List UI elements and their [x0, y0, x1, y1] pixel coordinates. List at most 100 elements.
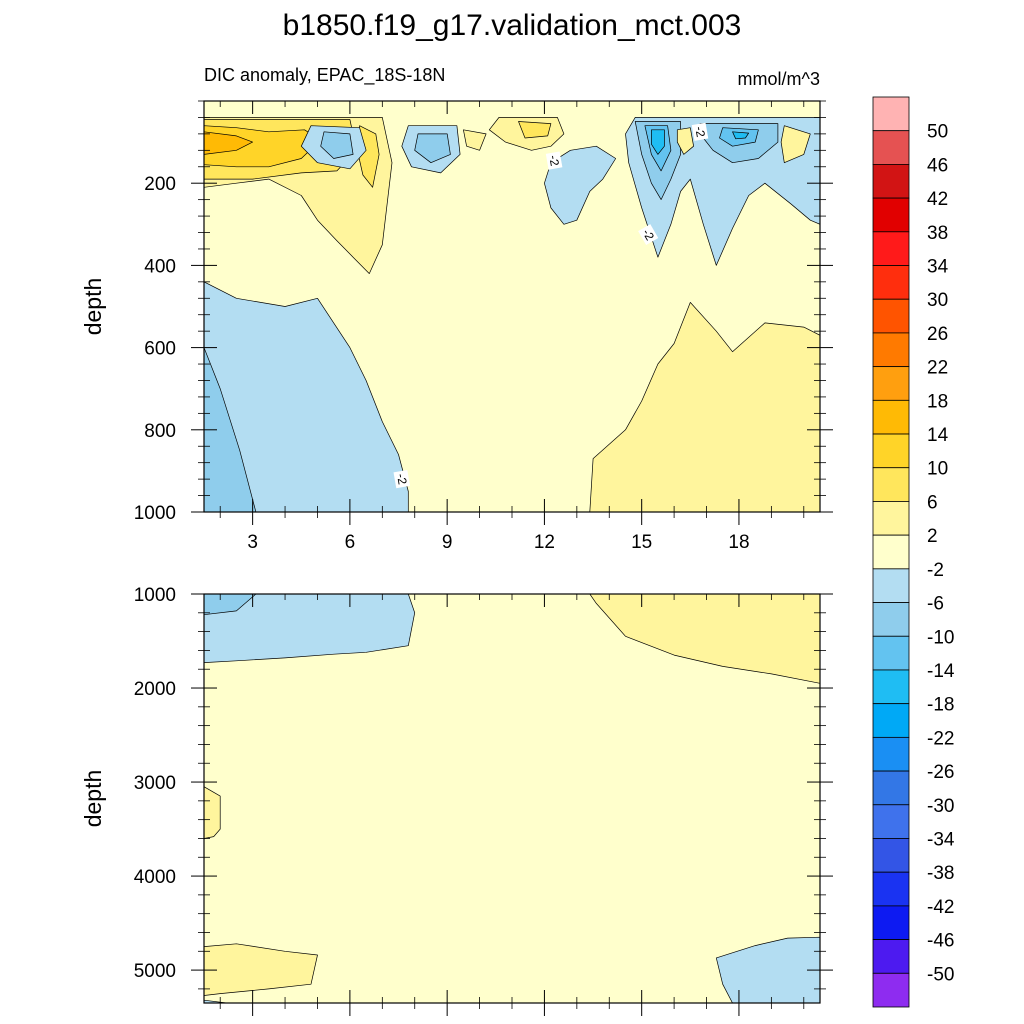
contour-region — [518, 121, 552, 139]
colorbar-label: 34 — [927, 257, 949, 278]
contour-label: -2 — [393, 470, 411, 489]
colorbar-label: 26 — [927, 324, 948, 345]
colorbar-label: -2 — [927, 560, 944, 581]
colorbar-label: -18 — [927, 695, 954, 716]
colorbar-label: 22 — [927, 358, 948, 379]
colorbar-swatch — [872, 770, 910, 806]
colorbar-label: 6 — [927, 492, 938, 513]
y-axis-label: depth — [80, 278, 106, 336]
contour-region — [651, 129, 665, 155]
contour-region — [204, 281, 409, 512]
colorbar-swatch — [872, 736, 910, 772]
x-tick-label: 12 — [534, 532, 555, 553]
x-tick-label: 18 — [728, 532, 749, 553]
x-tick-label: 3 — [247, 532, 258, 553]
figure-title: b1850.f19_g17.validation_mct.003 — [283, 9, 742, 42]
contour-label: -2 — [638, 224, 659, 246]
colorbar-label: -30 — [927, 796, 954, 817]
contour-region — [204, 594, 416, 663]
colorbar-label: -50 — [927, 964, 954, 985]
colorbar-label: -46 — [927, 931, 954, 952]
colorbar-swatch — [872, 433, 910, 469]
colorbar-swatch — [872, 871, 910, 907]
upper-panel: 200 400 600 800 1000 3 6 9 12 15 18 depth -2 -2 -2 -2 — [80, 100, 833, 553]
contour-label-text: -2 — [692, 125, 708, 138]
y-tick-label: 5000 — [134, 961, 176, 982]
colorbar-label: -34 — [927, 830, 955, 851]
colorbar-swatch — [872, 939, 910, 974]
x-tick-label: 15 — [631, 532, 652, 553]
y-tick-label: 1000 — [134, 503, 176, 524]
contour-label-text: -2 — [546, 154, 562, 167]
y-tick-label: 600 — [144, 339, 176, 360]
contour-label: -2 — [691, 122, 709, 141]
contour-label: -2 — [545, 151, 563, 170]
colorbar-swatch — [872, 231, 910, 266]
colorbar-swatch — [872, 197, 910, 233]
colorbar-label: 2 — [927, 526, 938, 547]
colorbar-swatch — [872, 703, 910, 738]
contour-region — [204, 786, 221, 839]
colorbar-label: -14 — [927, 661, 955, 682]
colorbar-swatch — [872, 265, 910, 300]
contour-region — [463, 129, 487, 151]
y-tick-label: 400 — [144, 256, 176, 277]
colorbar-swatch — [872, 838, 910, 873]
colorbar-label: -22 — [927, 728, 954, 749]
contour-region — [320, 131, 354, 159]
units-label: mmol/m^3 — [738, 69, 820, 89]
colorbar-label: 46 — [927, 155, 948, 176]
y-tick-label: 2000 — [134, 679, 176, 700]
y-tick-label: 800 — [144, 421, 176, 442]
contour-region — [589, 302, 820, 512]
contour-region — [204, 347, 257, 512]
contour-region — [715, 936, 820, 1003]
colorbar-label: 42 — [927, 189, 948, 210]
colorbar-label: -38 — [927, 863, 954, 884]
y-tick-label: 3000 — [134, 773, 176, 794]
contour-label-bg — [638, 224, 659, 246]
colorbar-swatch — [872, 534, 910, 570]
colorbar-swatch — [872, 635, 910, 671]
plot-area — [204, 594, 820, 1003]
plot-area — [204, 101, 820, 512]
x-tick-label: 9 — [442, 532, 453, 553]
colorbar-swatch — [872, 366, 910, 401]
colorbar-label: -42 — [927, 897, 954, 918]
colorbar-label: -6 — [927, 594, 944, 615]
colorbar-swatch — [872, 164, 910, 199]
contour-region — [732, 131, 750, 140]
colorbar-swatch — [872, 972, 910, 1008]
colorbar-label: -10 — [927, 627, 954, 648]
colorbar-swatch — [872, 332, 910, 368]
contour-region — [204, 943, 318, 996]
y-axis-label: depth — [80, 770, 106, 828]
y-tick-label: 4000 — [134, 867, 176, 888]
colorbar-swatch — [872, 669, 910, 705]
colorbar-swatch — [872, 501, 910, 536]
contour-region — [780, 125, 811, 164]
contour-label-bg — [691, 122, 709, 141]
colorbar-swatch — [872, 602, 910, 637]
colorbar-label: 10 — [927, 459, 948, 480]
colorbar-label: 30 — [927, 290, 948, 311]
colorbar-label: 50 — [927, 122, 948, 143]
colorbar-swatch — [872, 399, 910, 435]
contour-region — [204, 594, 257, 616]
contour-label-bg — [393, 470, 411, 489]
colorbar-label: 38 — [927, 223, 948, 244]
colorbar-swatch — [872, 804, 910, 839]
colorbar-swatch — [872, 96, 910, 132]
colorbar-label: 14 — [927, 425, 949, 446]
colorbar-swatch — [872, 467, 910, 502]
y-tick-label: 1000 — [134, 585, 176, 606]
contour-region — [204, 131, 253, 155]
contour-label-text: -2 — [394, 473, 410, 486]
contour-label-bg — [545, 151, 563, 170]
left-subtitle: DIC anomaly, EPAC_18S-18N — [204, 65, 445, 86]
contour-region — [676, 127, 694, 155]
colorbar-swatch — [872, 298, 910, 334]
colorbar-swatch — [872, 130, 910, 165]
y-tick-label: 200 — [144, 174, 176, 195]
